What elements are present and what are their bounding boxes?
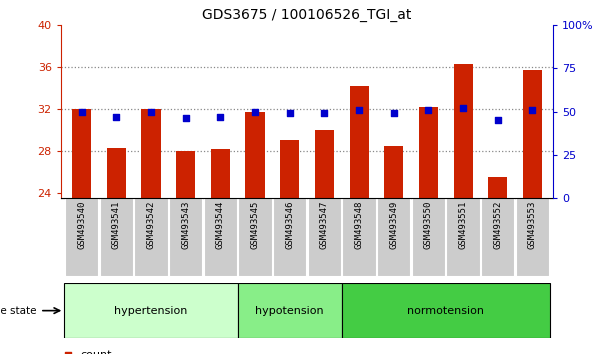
Bar bbox=[72, 109, 91, 198]
Bar bbox=[204, 198, 237, 276]
Text: normotension: normotension bbox=[407, 306, 484, 316]
Text: GSM493550: GSM493550 bbox=[424, 201, 433, 249]
Text: GSM493548: GSM493548 bbox=[354, 201, 364, 249]
Text: count: count bbox=[80, 350, 112, 354]
Bar bbox=[169, 198, 202, 276]
Bar bbox=[176, 151, 195, 198]
Point bbox=[528, 107, 537, 113]
Bar bbox=[315, 130, 334, 198]
Text: hypotension: hypotension bbox=[255, 306, 324, 316]
Bar bbox=[142, 109, 161, 198]
Point bbox=[63, 352, 73, 354]
Bar bbox=[523, 70, 542, 198]
Bar bbox=[377, 198, 410, 276]
Bar bbox=[64, 283, 238, 338]
Bar bbox=[65, 198, 98, 276]
Bar bbox=[516, 198, 549, 276]
Title: GDS3675 / 100106526_TGI_at: GDS3675 / 100106526_TGI_at bbox=[202, 8, 412, 22]
Point bbox=[285, 110, 294, 116]
Point bbox=[146, 109, 156, 114]
Bar bbox=[384, 146, 403, 198]
Bar bbox=[419, 107, 438, 198]
Bar bbox=[342, 283, 550, 338]
Bar bbox=[273, 198, 306, 276]
Bar bbox=[134, 198, 168, 276]
Bar bbox=[211, 149, 230, 198]
Text: GSM493552: GSM493552 bbox=[493, 201, 502, 249]
Text: GSM493542: GSM493542 bbox=[147, 201, 156, 249]
Point bbox=[424, 107, 434, 113]
Text: GSM493543: GSM493543 bbox=[181, 201, 190, 249]
Bar bbox=[350, 86, 368, 198]
Text: GSM493547: GSM493547 bbox=[320, 201, 329, 249]
Bar bbox=[238, 283, 342, 338]
Point bbox=[77, 109, 86, 114]
Point bbox=[493, 118, 503, 123]
Text: GSM493544: GSM493544 bbox=[216, 201, 225, 249]
Bar bbox=[488, 177, 507, 198]
Bar bbox=[280, 141, 299, 198]
Text: GSM493551: GSM493551 bbox=[458, 201, 468, 249]
Point bbox=[320, 110, 330, 116]
Bar bbox=[481, 198, 514, 276]
Bar bbox=[446, 198, 480, 276]
Bar bbox=[342, 198, 376, 276]
Text: hypertension: hypertension bbox=[114, 306, 188, 316]
Text: GSM493540: GSM493540 bbox=[77, 201, 86, 249]
Bar bbox=[308, 198, 341, 276]
Bar bbox=[246, 112, 264, 198]
Bar bbox=[107, 148, 126, 198]
Point bbox=[181, 116, 190, 121]
Text: disease state: disease state bbox=[0, 306, 36, 316]
Text: GSM493541: GSM493541 bbox=[112, 201, 121, 249]
Bar bbox=[238, 198, 272, 276]
Bar bbox=[454, 64, 472, 198]
Point bbox=[354, 107, 364, 113]
Point bbox=[215, 114, 225, 120]
Text: GSM493545: GSM493545 bbox=[250, 201, 260, 249]
Point bbox=[111, 114, 121, 120]
Text: GSM493546: GSM493546 bbox=[285, 201, 294, 249]
Text: GSM493553: GSM493553 bbox=[528, 201, 537, 249]
Bar bbox=[412, 198, 445, 276]
Text: GSM493549: GSM493549 bbox=[389, 201, 398, 249]
Point bbox=[458, 105, 468, 111]
Bar bbox=[100, 198, 133, 276]
Point bbox=[389, 110, 399, 116]
Point bbox=[250, 109, 260, 114]
